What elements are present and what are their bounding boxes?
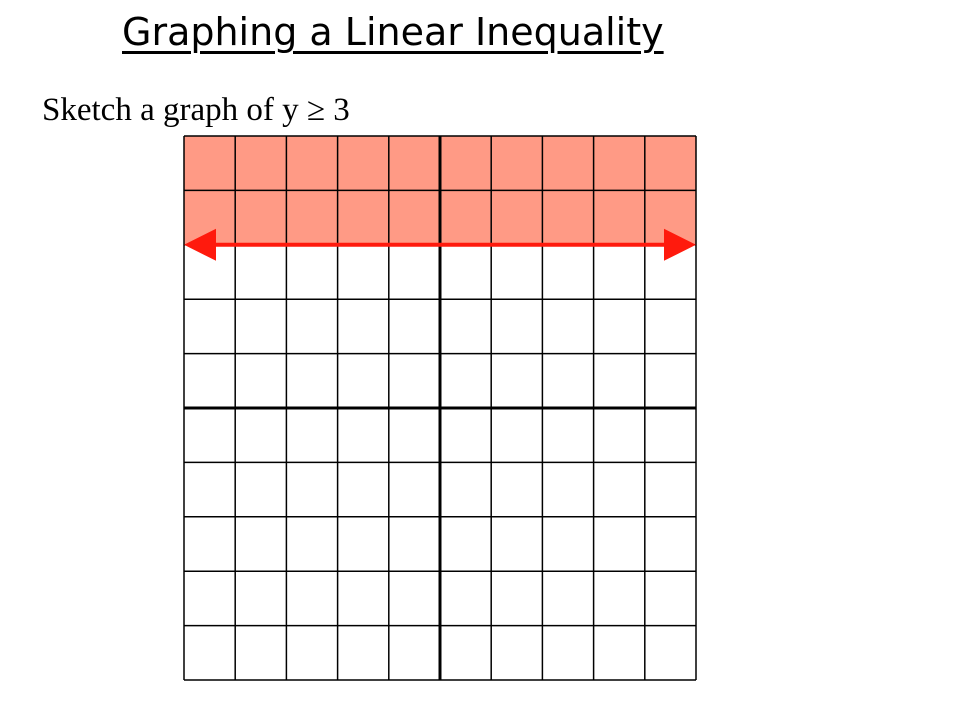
arrowhead-right [664,228,696,261]
arrowhead-left [184,228,216,261]
problem-statement: Sketch a graph of y ≥ 3 [42,92,350,128]
slide-title: Graphing a Linear Inequality [122,10,664,54]
